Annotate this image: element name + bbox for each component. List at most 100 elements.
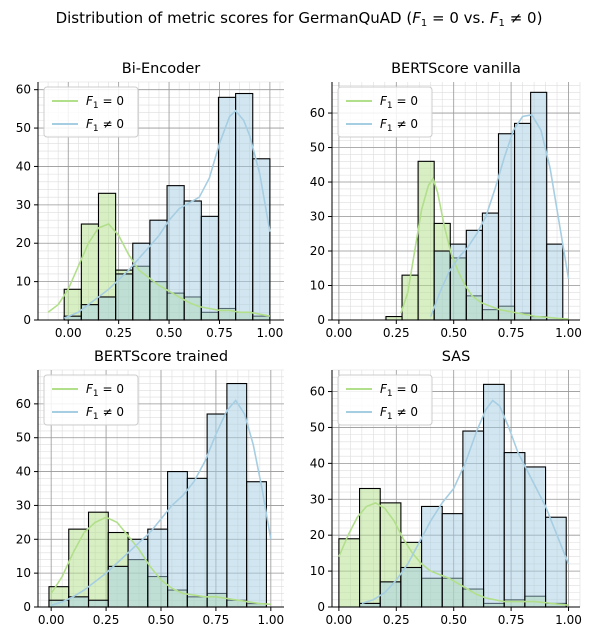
y-tick-label: 30 [310, 492, 325, 506]
histogram-bar [417, 160, 435, 321]
histogram-bar [462, 430, 485, 608]
histogram-bar [465, 229, 483, 321]
legend-label-f1-zero: F1 = 0 [380, 94, 418, 111]
series-f1-nonzero-bars [63, 92, 271, 321]
y-tick-label: 20 [16, 532, 31, 546]
legend-label-f1-nonzero: F1 ≠ 0 [86, 405, 124, 422]
x-tick-label: 1.00 [555, 326, 582, 340]
kde-line-f1-nonzero [50, 399, 272, 607]
y-tick-label: 60 [310, 385, 325, 399]
kde-line-f1-nonzero [361, 399, 570, 605]
legend: F1 = 0 F1 ≠ 0 [43, 86, 139, 138]
kde-line-f1-nonzero [63, 109, 271, 319]
y-tick-label: 60 [310, 106, 325, 120]
y-tick-label: 0 [23, 600, 31, 614]
legend: F1 = 0 F1 ≠ 0 [337, 374, 433, 426]
histogram-bar [503, 452, 526, 608]
y-tick-label: 50 [16, 121, 31, 135]
histogram-bar [524, 466, 547, 608]
x-tick-label: 0.00 [326, 613, 353, 627]
legend-label-f1-zero: F1 = 0 [86, 382, 124, 399]
y-tick-label: 40 [16, 465, 31, 479]
panel-bertscore-trained: 0.00 0.25 0.50 0.75 1.00 0 10 20 30 40 50 60 BERTSco… [16, 349, 284, 627]
histogram-bar [186, 477, 208, 608]
x-tick-label: 0.50 [440, 613, 467, 627]
y-tick-label: 60 [16, 397, 31, 411]
y-tick-label: 20 [16, 236, 31, 250]
panel-bi-encoder: 0.00 0.25 0.50 0.75 1.00 0 10 20 30 40 50 60 Bi-Enco… [16, 61, 284, 340]
y-tick-label: 40 [16, 159, 31, 173]
y-tick-label: 20 [310, 528, 325, 542]
y-tick-label: 0 [317, 600, 325, 614]
y-tick-label: 40 [310, 175, 325, 189]
histogram-bar [385, 316, 403, 321]
y-tick-label: 30 [310, 210, 325, 224]
y-tick-label: 0 [23, 313, 31, 327]
y-tick-label: 10 [16, 566, 31, 580]
legend: F1 = 0 F1 ≠ 0 [337, 86, 433, 138]
histogram-bar [68, 596, 90, 608]
histogram-bar [206, 413, 228, 608]
y-tick-label: 60 [16, 83, 31, 97]
histogram-bar [166, 185, 185, 321]
y-tick-label: 50 [310, 420, 325, 434]
panel-title-bertscore-trained: BERTScore trained [94, 349, 228, 365]
series-f1-nonzero-bars [359, 383, 567, 608]
x-tick-label: 1.00 [555, 613, 582, 627]
x-tick-label: 0.75 [498, 326, 525, 340]
histogram-bar [514, 122, 532, 321]
x-tick-label: 0.75 [498, 613, 525, 627]
panel-title-bertscore-vanilla: BERTScore vanilla [391, 61, 521, 77]
histogram-bar [217, 96, 237, 321]
legend: F1 = 0 F1 ≠ 0 [43, 374, 139, 426]
histogram-bar [97, 296, 117, 321]
x-tick-label: 0.00 [326, 326, 353, 340]
histogram-bar [80, 304, 100, 321]
x-tick-label: 0.25 [105, 326, 132, 340]
figure-suptitle: Distribution of metric scores for German… [56, 9, 543, 29]
histogram-bar [421, 505, 443, 608]
kde-line-f1-zero [50, 516, 271, 606]
x-tick-label: 0.25 [93, 613, 120, 627]
kde-line-f1-zero [400, 176, 569, 320]
histogram-bar [400, 566, 423, 608]
x-tick-label: 0.75 [206, 326, 233, 340]
x-tick-label: 0.25 [383, 613, 410, 627]
x-tick-label: 0.00 [55, 326, 82, 340]
y-tick-label: 10 [310, 564, 325, 578]
y-tick-label: 0 [317, 313, 325, 327]
y-tick-label: 20 [310, 244, 325, 258]
histogram-bar [483, 383, 505, 608]
panel-title-sas: SAS [442, 349, 471, 365]
histogram-bar [235, 92, 254, 321]
x-tick-label: 0.50 [156, 326, 183, 340]
legend-label-f1-zero: F1 = 0 [86, 94, 124, 111]
legend-label-f1-nonzero: F1 ≠ 0 [86, 117, 124, 134]
legend-label-f1-nonzero: F1 ≠ 0 [380, 405, 418, 422]
histogram-bar [87, 599, 109, 608]
y-tick-label: 30 [16, 198, 31, 212]
y-tick-label: 30 [16, 498, 31, 512]
histogram-bar [107, 565, 129, 608]
x-tick-label: 0.25 [383, 326, 410, 340]
histogram-bar [68, 528, 90, 608]
panel-bertscore-vanilla: 0.00 0.25 0.50 0.75 1.00 0 10 20 30 40 50 60 BERTSco… [310, 61, 582, 340]
y-tick-label: 50 [16, 431, 31, 445]
kde-line-f1-zero [47, 223, 271, 317]
histogram-bar [546, 243, 564, 321]
x-tick-label: 0.50 [440, 326, 467, 340]
histogram-bar [441, 513, 464, 608]
histogram-bar [226, 382, 248, 608]
panel-sas: 0.00 0.25 0.50 0.75 1.00 0 10 20 30 40 50 60 SAS F1 =… [310, 349, 582, 627]
y-tick-label: 10 [310, 279, 325, 293]
legend-label-f1-nonzero: F1 ≠ 0 [380, 117, 418, 134]
histogram-bar [497, 133, 516, 321]
histogram-bar [200, 215, 220, 321]
y-tick-label: 40 [310, 456, 325, 470]
x-tick-label: 1.00 [257, 613, 284, 627]
x-tick-label: 1.00 [257, 326, 284, 340]
histogram-bar [359, 487, 381, 608]
kde-line-f1-nonzero [429, 113, 570, 317]
legend-label-f1-zero: F1 = 0 [380, 382, 418, 399]
